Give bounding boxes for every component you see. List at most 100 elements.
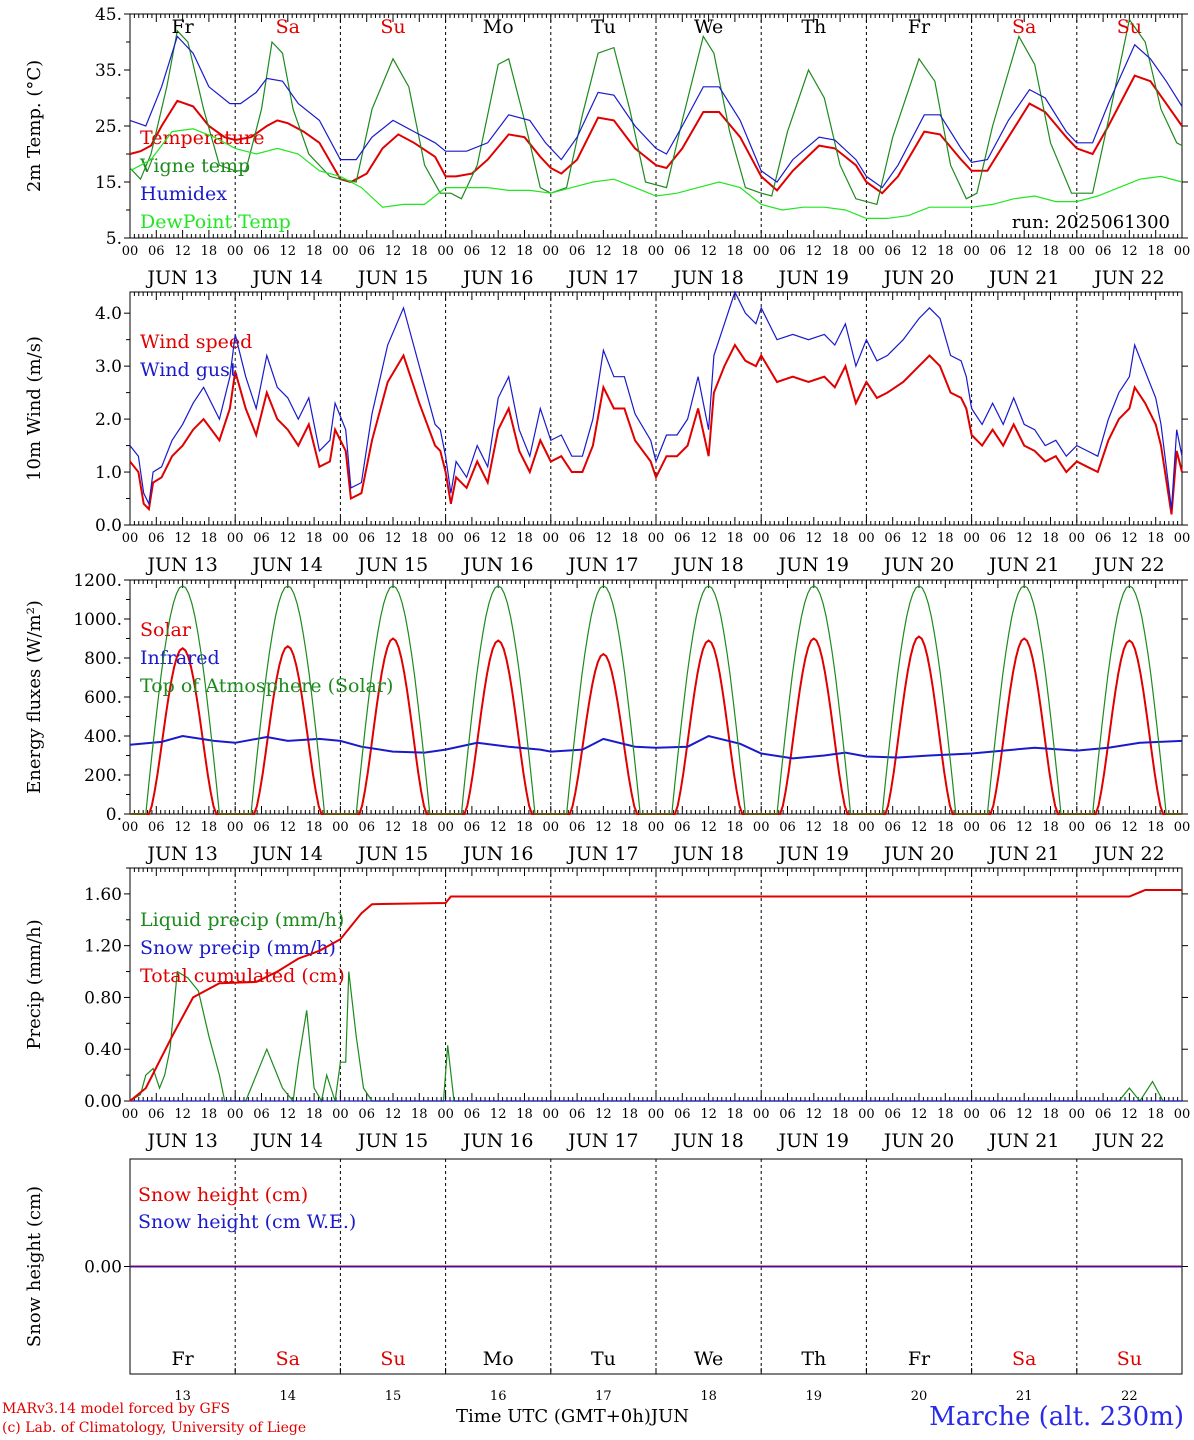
series-line-vigne-temp (129, 18, 1183, 206)
x-day-label: JUN 15 (356, 843, 428, 865)
day-number-label: 22 (1121, 1389, 1138, 1404)
x-hour-label: 12 (806, 820, 823, 835)
x-hour-label: 00 (122, 531, 139, 546)
x-hour-label: 12 (280, 1107, 297, 1122)
x-hour-label: 00 (227, 244, 244, 259)
x-day-label: JUN 19 (777, 1130, 849, 1152)
y-tick-label: 1.0 (95, 463, 122, 483)
y-tick-label: 800. (84, 649, 122, 669)
x-day-label: JUN 13 (145, 843, 217, 865)
legend-item: Solar (140, 619, 192, 641)
x-hour-label: 06 (148, 531, 165, 546)
x-day-label: JUN 18 (671, 1130, 743, 1152)
x-hour-label: 18 (1147, 820, 1164, 835)
x-hour-label: 00 (648, 820, 665, 835)
x-hour-label: 12 (1121, 820, 1138, 835)
legend-item: Liquid precip (mm/h) (140, 909, 344, 931)
x-hour-label: 06 (674, 531, 691, 546)
weekday-label: Mo (483, 1348, 514, 1370)
y-tick-label: 2.0 (95, 410, 122, 430)
x-hour-label: 12 (911, 531, 928, 546)
x-hour-label: 18 (306, 820, 323, 835)
x-hour-label: 12 (385, 244, 402, 259)
x-day-label: JUN 19 (777, 843, 849, 865)
x-hour-label: 06 (884, 244, 901, 259)
x-day-label: JUN 22 (1092, 267, 1164, 289)
weekday-label: Sa (1012, 16, 1036, 38)
x-hour-label: 00 (1069, 820, 1086, 835)
x-hour-label: 12 (385, 1107, 402, 1122)
x-hour-label: 12 (911, 244, 928, 259)
weekday-label: Mo (483, 16, 514, 38)
x-hour-label: 12 (280, 244, 297, 259)
x-hour-label: 00 (963, 531, 980, 546)
x-hour-label: 06 (358, 1107, 375, 1122)
x-day-label: JUN 19 (777, 267, 849, 289)
x-hour-label: 18 (201, 531, 218, 546)
x-hour-label: 06 (464, 1107, 481, 1122)
y-tick-label: 0.80 (84, 988, 122, 1008)
x-hour-label: 12 (174, 531, 191, 546)
y-tick-label: 15. (95, 173, 122, 193)
y-axis-label: Snow height (cm) (24, 1186, 45, 1347)
x-day-label: JUN 14 (251, 554, 323, 576)
weekday-label: Th (801, 1348, 826, 1370)
y-tick-label: 600. (84, 688, 122, 708)
x-hour-label: 06 (990, 820, 1007, 835)
x-hour-label: 06 (464, 820, 481, 835)
legend-item: Snow height (cm) (138, 1184, 308, 1206)
x-hour-label: 18 (937, 1107, 954, 1122)
x-hour-label: 00 (332, 244, 349, 259)
legend-item: Vigne temp (139, 155, 250, 177)
x-hour-label: 18 (621, 820, 638, 835)
x-hour-label: 18 (516, 820, 533, 835)
x-day-label: JUN 22 (1092, 554, 1164, 576)
x-hour-label: 12 (806, 244, 823, 259)
x-hour-label: 18 (411, 244, 428, 259)
day-number-label: 17 (595, 1389, 612, 1404)
credit-line-1: MARv3.14 model forced by GFS (2, 1401, 231, 1417)
series-line-total-cumulated-cm- (129, 889, 1182, 1102)
weekday-label: We (694, 16, 723, 38)
weekday-label: Sa (276, 1348, 300, 1370)
legend-item: Snow precip (mm/h) (140, 937, 336, 959)
x-hour-label: 18 (306, 1107, 323, 1122)
x-day-label: JUN 16 (461, 267, 533, 289)
x-hour-label: 00 (122, 820, 139, 835)
x-day-label: JUN 19 (777, 554, 849, 576)
x-hour-label: 06 (569, 244, 586, 259)
x-hour-label: 06 (1095, 531, 1112, 546)
x-hour-label: 06 (990, 1107, 1007, 1122)
x-hour-label: 18 (1042, 820, 1059, 835)
x-hour-label: 06 (1095, 1107, 1112, 1122)
x-day-label: JUN 17 (566, 843, 638, 865)
x-hour-label: 18 (1147, 244, 1164, 259)
x-day-label: JUN 18 (671, 267, 743, 289)
day-number-label: 20 (911, 1389, 928, 1404)
y-tick-label: 1000. (73, 610, 122, 630)
x-hour-label: 00 (963, 1107, 980, 1122)
y-tick-label: 1200. (73, 571, 122, 591)
x-hour-label: 12 (490, 1107, 507, 1122)
x-hour-label: 06 (358, 244, 375, 259)
plot-frame (129, 13, 1183, 239)
x-hour-label: 12 (806, 531, 823, 546)
weekday-label: Su (380, 1348, 405, 1370)
x-hour-label: 18 (411, 820, 428, 835)
x-hour-label: 06 (569, 531, 586, 546)
x-hour-label: 12 (1016, 1107, 1033, 1122)
x-hour-label: 00 (543, 1107, 560, 1122)
x-hour-label: 18 (516, 531, 533, 546)
weekday-label: We (694, 1348, 723, 1370)
x-hour-label: 06 (358, 531, 375, 546)
x-day-label: JUN 13 (145, 554, 217, 576)
series-line-top-of-atmosphere-solar- (130, 585, 1182, 815)
x-hour-label: 12 (1016, 244, 1033, 259)
x-hour-label: 18 (306, 531, 323, 546)
x-hour-label: 18 (727, 244, 744, 259)
weekday-label: Su (1117, 1348, 1142, 1370)
x-day-label: JUN 13 (145, 1130, 217, 1152)
y-tick-label: 0.00 (84, 1092, 122, 1112)
x-hour-label: 18 (832, 531, 849, 546)
